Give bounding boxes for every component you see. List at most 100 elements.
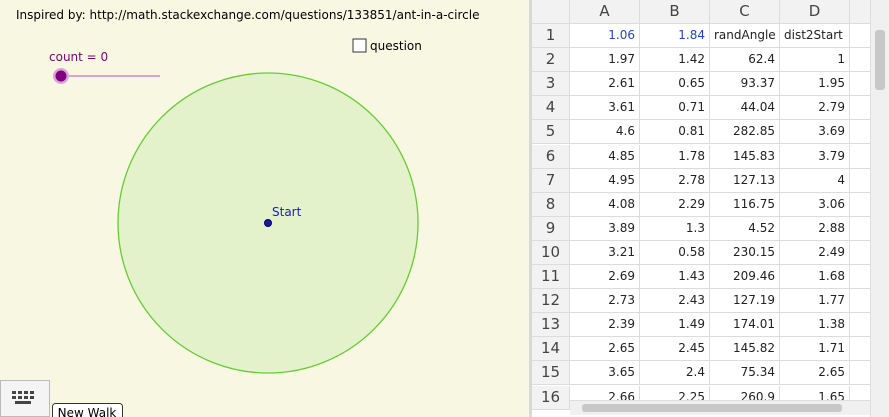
table-cell[interactable]: 116.75 — [710, 192, 780, 217]
row-header[interactable]: 2 — [532, 48, 570, 73]
table-cell[interactable]: 4.95 — [570, 168, 640, 193]
table-cell[interactable]: 2.39 — [570, 313, 640, 338]
table-cell[interactable]: 1.78 — [640, 144, 710, 169]
scroll-thumb[interactable] — [875, 30, 885, 90]
table-cell[interactable]: 1.43 — [640, 265, 710, 289]
slider-knob[interactable] — [55, 70, 67, 82]
table-cell[interactable] — [850, 193, 889, 217]
table-cell[interactable]: 2.69 — [570, 265, 640, 289]
table-cell[interactable] — [850, 48, 889, 73]
table-cell[interactable]: 2.61 — [570, 72, 640, 97]
row-header[interactable]: 4 — [532, 96, 570, 121]
table-cell[interactable]: 1.49 — [640, 313, 710, 338]
table-cell[interactable]: 93.37 — [710, 72, 780, 97]
table-cell[interactable]: 127.13 — [710, 168, 780, 193]
row-header[interactable]: 3 — [532, 72, 570, 97]
table-cell[interactable] — [850, 361, 889, 386]
vertical-scrollbar[interactable] — [870, 0, 889, 417]
table-cell[interactable]: 4.52 — [710, 216, 780, 241]
table-cell[interactable]: 1 — [780, 48, 850, 73]
table-cell[interactable]: 3.79 — [780, 144, 850, 169]
checkbox[interactable] — [352, 38, 367, 53]
table-cell[interactable]: 145.82 — [710, 337, 780, 362]
table-cell[interactable]: 2.65 — [780, 361, 850, 386]
table-cell[interactable]: 2.43 — [640, 289, 710, 314]
scroll-thumb[interactable] — [582, 404, 842, 412]
table-cell[interactable]: 4.08 — [570, 192, 640, 217]
corner[interactable] — [532, 0, 570, 24]
table-cell[interactable] — [850, 169, 889, 193]
table-cell[interactable]: 3.21 — [570, 240, 640, 265]
table-cell[interactable]: 3.89 — [570, 216, 640, 241]
row-header[interactable]: 12 — [532, 289, 570, 314]
table-cell[interactable]: 282.85 — [710, 120, 780, 145]
column-header[interactable]: B — [640, 0, 710, 24]
table-cell[interactable]: 4.85 — [570, 144, 640, 169]
row-header[interactable]: 6 — [532, 144, 570, 169]
table-cell[interactable]: 2.79 — [780, 96, 850, 121]
table-cell[interactable]: 127.19 — [710, 289, 780, 314]
table-cell[interactable]: randAngle — [710, 24, 780, 48]
horizontal-scrollbar[interactable] — [570, 400, 870, 415]
table-cell[interactable]: 3.06 — [780, 192, 850, 217]
table-cell[interactable]: 1.84 — [640, 24, 710, 48]
table-cell[interactable]: 2.88 — [780, 216, 850, 241]
table-cell[interactable] — [850, 120, 889, 145]
table-cell[interactable]: 4 — [780, 168, 850, 193]
table-cell[interactable]: 2.4 — [640, 361, 710, 386]
row-header[interactable]: 5 — [532, 120, 570, 145]
table-cell[interactable]: 230.15 — [710, 240, 780, 265]
table-cell[interactable]: 1.95 — [780, 72, 850, 97]
table-cell[interactable]: 2.78 — [640, 168, 710, 193]
table-cell[interactable] — [850, 96, 889, 121]
table-cell[interactable] — [850, 289, 889, 314]
table-cell[interactable]: 0.71 — [640, 96, 710, 121]
column-header[interactable]: C — [710, 0, 780, 24]
table-cell[interactable]: 2.65 — [570, 337, 640, 362]
table-cell[interactable] — [850, 241, 889, 265]
table-cell[interactable]: 1.06 — [570, 24, 640, 48]
table-cell[interactable]: 0.58 — [640, 240, 710, 265]
table-cell[interactable]: dist2Start — [780, 24, 850, 48]
table-cell[interactable]: 1.3 — [640, 216, 710, 241]
column-header[interactable]: A — [570, 0, 640, 24]
table-cell[interactable]: 1.71 — [780, 337, 850, 362]
table-cell[interactable] — [850, 313, 889, 338]
table-cell[interactable]: 2.29 — [640, 192, 710, 217]
row-header[interactable]: 15 — [532, 361, 570, 386]
column-header[interactable]: D — [780, 0, 850, 24]
table-cell[interactable]: 3.65 — [570, 361, 640, 386]
table-cell[interactable]: 0.81 — [640, 120, 710, 145]
table-cell[interactable]: 2.73 — [570, 289, 640, 314]
table-cell[interactable]: 62.4 — [710, 48, 780, 73]
table-cell[interactable]: 2.49 — [780, 240, 850, 265]
table-cell[interactable]: 1.97 — [570, 48, 640, 73]
table-cell[interactable]: 0.65 — [640, 72, 710, 97]
table-cell[interactable]: 1.77 — [780, 289, 850, 314]
row-header[interactable]: 10 — [532, 240, 570, 265]
table-cell[interactable]: 4.6 — [570, 120, 640, 145]
table-cell[interactable] — [850, 72, 889, 97]
table-cell[interactable]: 145.83 — [710, 144, 780, 169]
table-cell[interactable] — [850, 145, 889, 169]
table-cell[interactable] — [850, 337, 889, 362]
row-header[interactable]: 9 — [532, 216, 570, 241]
row-header[interactable]: 8 — [532, 192, 570, 217]
table-cell[interactable]: 174.01 — [710, 313, 780, 338]
table-cell[interactable]: 44.04 — [710, 96, 780, 121]
row-header[interactable]: 7 — [532, 168, 570, 193]
new-walk-button[interactable] — [52, 403, 123, 417]
table-cell[interactable]: 75.34 — [710, 361, 780, 386]
table-cell[interactable]: 1.42 — [640, 48, 710, 73]
table-cell[interactable]: 3.61 — [570, 96, 640, 121]
table-cell[interactable]: 3.69 — [780, 120, 850, 145]
row-header[interactable]: 14 — [532, 337, 570, 362]
table-cell[interactable]: 1.68 — [780, 265, 850, 289]
row-header[interactable]: 16 — [532, 385, 570, 410]
table-cell[interactable]: 2.45 — [640, 337, 710, 362]
table-cell[interactable]: 209.46 — [710, 265, 780, 289]
row-header[interactable]: 13 — [532, 313, 570, 338]
table-cell[interactable] — [850, 217, 889, 241]
table-cell[interactable]: 1.38 — [780, 313, 850, 338]
row-header[interactable]: 11 — [532, 265, 570, 289]
